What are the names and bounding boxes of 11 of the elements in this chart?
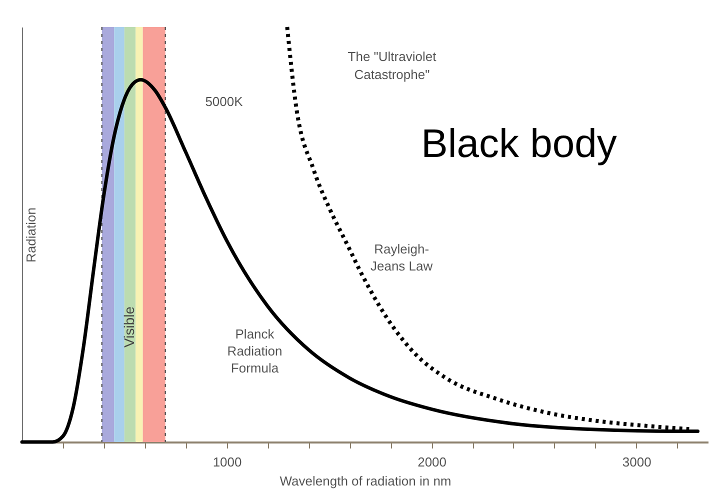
x-tick-label: 1000 [212,454,242,470]
annotation: 5000K [205,94,244,109]
series-label: Planck Radiation Formula [227,326,282,376]
y-axis-title: Radiation [24,208,38,262]
x-tick-label: 3000 [622,454,652,470]
annotation: The "Ultraviolet Catastrophe" [348,49,437,82]
x-tick-label: 2000 [418,454,447,470]
x-axis-title: Wavelength of radiation in nm [280,474,452,488]
band-label: Visible [121,306,138,348]
series-label: Rayleigh-Jeans Law [370,242,434,274]
text: Black body [421,122,617,166]
